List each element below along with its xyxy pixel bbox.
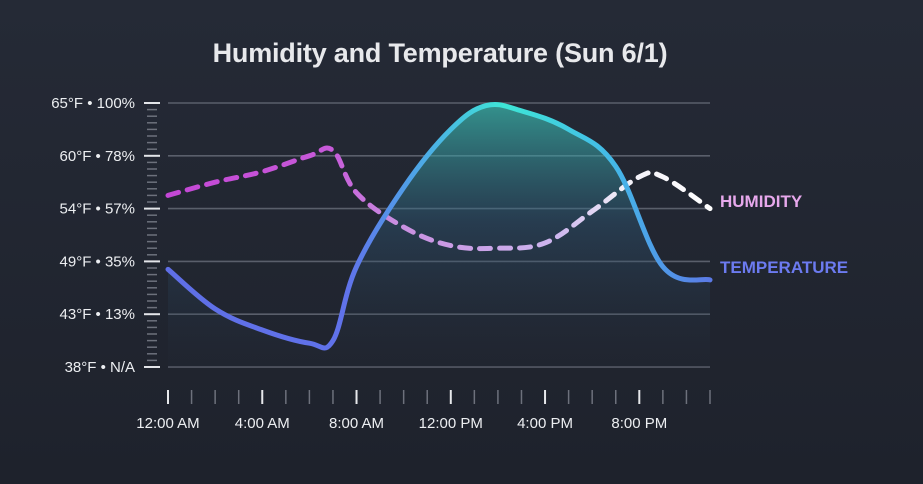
y-tick-label: 49°F • 35%	[60, 253, 135, 270]
temperature-series-label: TEMPERATURE	[720, 258, 848, 277]
x-tick-label: 4:00 PM	[517, 415, 573, 432]
humidity-line	[165, 145, 713, 252]
x-tick-label: 8:00 AM	[329, 415, 384, 432]
y-tick-label: 43°F • 13%	[60, 306, 135, 323]
temperature-line	[165, 101, 713, 351]
x-tick-label: 12:00 AM	[136, 415, 199, 432]
humidity-series-label: HUMIDITY	[720, 192, 803, 211]
chart-title: Humidity and Temperature (Sun 6/1)	[212, 38, 668, 68]
x-tick-label: 8:00 PM	[611, 415, 667, 432]
x-tick-label: 4:00 AM	[235, 415, 290, 432]
x-tick-label: 12:00 PM	[419, 415, 483, 432]
y-tick-label: 65°F • 100%	[51, 95, 135, 112]
y-tick-label: 38°F • N/A	[65, 359, 135, 376]
y-tick-label: 54°F • 57%	[60, 201, 135, 218]
temperature-area	[168, 104, 710, 368]
y-tick-label: 60°F • 78%	[60, 148, 135, 165]
